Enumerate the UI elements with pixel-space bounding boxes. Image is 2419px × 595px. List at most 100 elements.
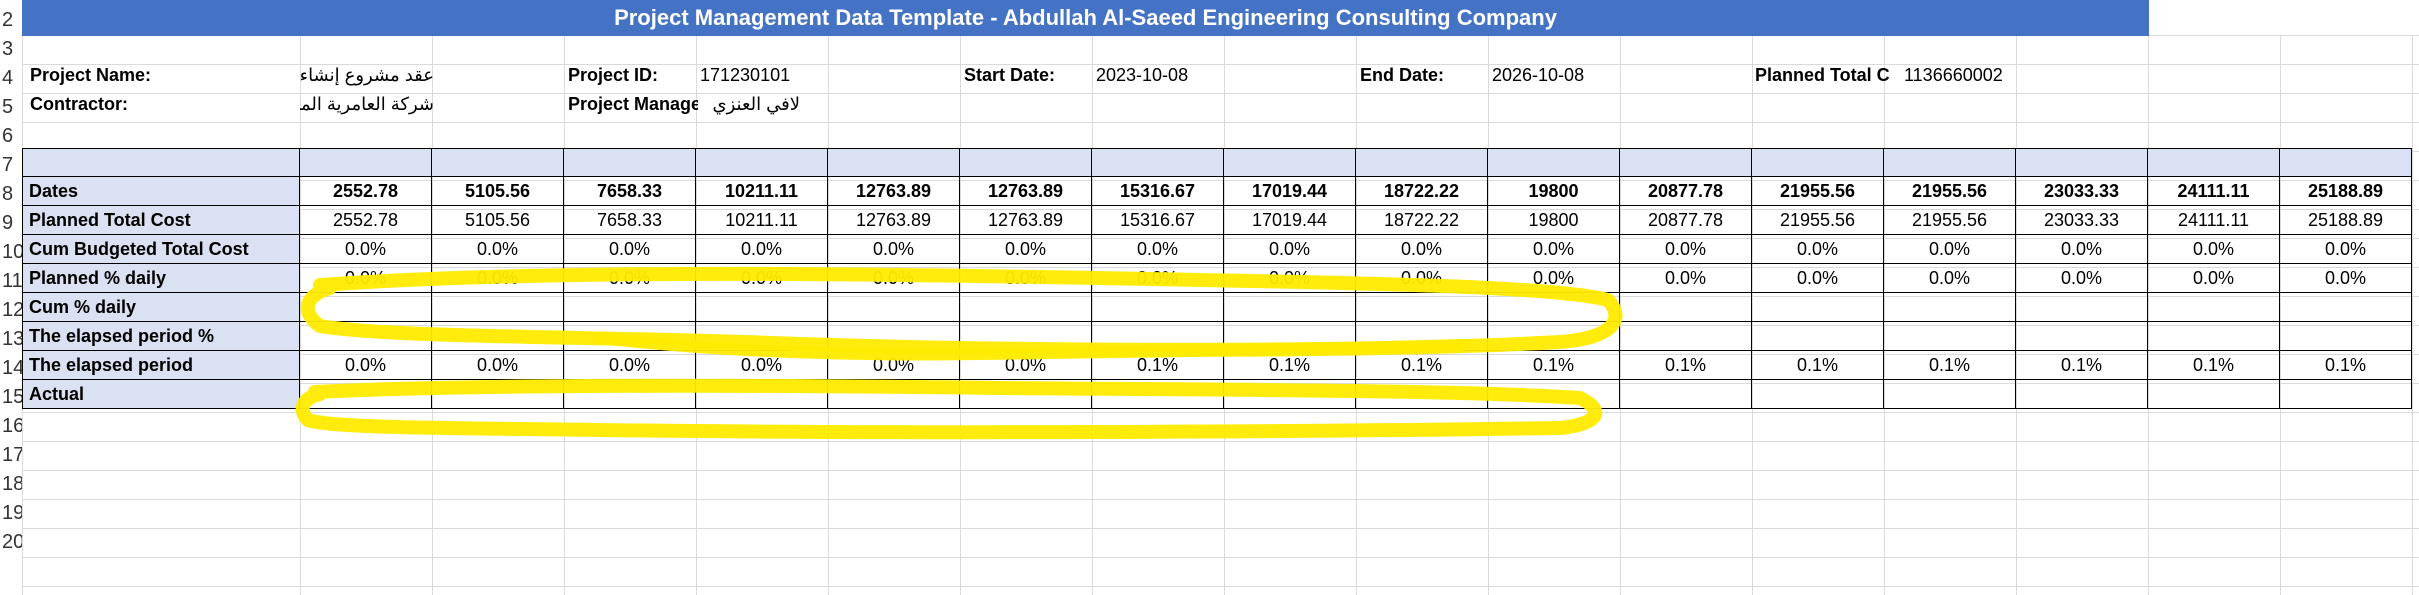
table-cell[interactable]	[1884, 148, 2016, 177]
table-cell[interactable]: 0.0%	[564, 351, 696, 380]
table-cell[interactable]	[1356, 380, 1488, 409]
row-number[interactable]: 16	[2, 415, 22, 437]
table-cell[interactable]: 7658.33	[564, 206, 696, 235]
table-cell[interactable]: 23033.33	[2016, 177, 2148, 206]
table-cell[interactable]: 0.0%	[828, 235, 960, 264]
start-date-label[interactable]: Start Date:	[964, 65, 1056, 85]
table-cell[interactable]: 0.0%	[1356, 264, 1488, 293]
table-cell[interactable]: 19800	[1488, 206, 1620, 235]
table-cell[interactable]: 0.1%	[2016, 351, 2148, 380]
table-cell[interactable]: 0.0%	[1884, 235, 2016, 264]
table-cell[interactable]: 0.1%	[2280, 351, 2412, 380]
end-date-value[interactable]: 2026-10-08	[1492, 65, 1585, 85]
table-cell[interactable]	[300, 380, 432, 409]
table-cell[interactable]: 12763.89	[960, 206, 1092, 235]
row-number[interactable]: 5	[2, 96, 14, 118]
table-cell[interactable]: 0.0%	[1356, 235, 1488, 264]
table-cell[interactable]	[1092, 322, 1224, 351]
table-cell[interactable]	[564, 148, 696, 177]
row-number[interactable]: 2	[2, 9, 14, 31]
table-cell[interactable]	[1092, 148, 1224, 177]
table-cell[interactable]	[2148, 293, 2280, 322]
table-cell[interactable]: 0.0%	[1752, 264, 1884, 293]
table-cell[interactable]: 0.1%	[1752, 351, 1884, 380]
table-cell[interactable]: 12763.89	[828, 206, 960, 235]
table-cell[interactable]: 0.0%	[2280, 235, 2412, 264]
table-cell[interactable]	[2016, 380, 2148, 409]
table-cell[interactable]	[1884, 322, 2016, 351]
row-number[interactable]: 17	[2, 444, 22, 466]
row-label-cell[interactable]: Cum % daily	[22, 293, 300, 322]
table-cell[interactable]: 0.0%	[696, 264, 828, 293]
table-cell[interactable]: 0.0%	[1092, 235, 1224, 264]
table-cell[interactable]: 0.0%	[1884, 264, 2016, 293]
contractor-label[interactable]: Contractor:	[30, 94, 128, 114]
table-cell[interactable]: 0.0%	[300, 351, 432, 380]
table-cell[interactable]	[1224, 293, 1356, 322]
table-cell[interactable]: 17019.44	[1224, 206, 1356, 235]
table-cell[interactable]: 12763.89	[828, 177, 960, 206]
table-cell[interactable]	[432, 322, 564, 351]
table-cell[interactable]: 0.0%	[2148, 264, 2280, 293]
table-cell[interactable]: 0.0%	[432, 264, 564, 293]
table-cell[interactable]	[2280, 322, 2412, 351]
table-cell[interactable]: 5105.56	[432, 206, 564, 235]
table-cell[interactable]	[1488, 148, 1620, 177]
table-cell[interactable]: 0.0%	[960, 235, 1092, 264]
row-number[interactable]: 11	[2, 270, 22, 292]
row-label-cell[interactable]: Planned Total Cost	[22, 206, 300, 235]
table-cell[interactable]	[2280, 148, 2412, 177]
table-cell[interactable]: 21955.56	[1884, 206, 2016, 235]
table-cell[interactable]: 25188.89	[2280, 206, 2412, 235]
table-cell[interactable]	[1620, 380, 1752, 409]
table-cell[interactable]	[1356, 148, 1488, 177]
table-cell[interactable]	[1224, 148, 1356, 177]
table-cell[interactable]: 0.1%	[1488, 351, 1620, 380]
row-number[interactable]: 19	[2, 502, 22, 524]
table-cell[interactable]	[2280, 293, 2412, 322]
table-cell[interactable]	[696, 322, 828, 351]
table-cell[interactable]: 0.0%	[960, 264, 1092, 293]
row-label-cell[interactable]: The elapsed period %	[22, 322, 300, 351]
table-cell[interactable]: 0.0%	[300, 264, 432, 293]
project-id-label[interactable]: Project ID:	[568, 65, 659, 85]
row-label-cell[interactable]: Actual	[22, 380, 300, 409]
table-cell[interactable]	[696, 293, 828, 322]
table-cell[interactable]: 0.1%	[1092, 351, 1224, 380]
table-cell[interactable]	[1752, 293, 1884, 322]
table-cell[interactable]	[564, 322, 696, 351]
table-cell[interactable]	[1884, 380, 2016, 409]
table-cell[interactable]: 0.0%	[1620, 235, 1752, 264]
table-cell[interactable]: 15316.67	[1092, 177, 1224, 206]
table-cell[interactable]: 0.0%	[1620, 264, 1752, 293]
table-cell[interactable]: 0.0%	[1224, 264, 1356, 293]
table-cell[interactable]	[1488, 380, 1620, 409]
table-cell[interactable]	[960, 322, 1092, 351]
table-cell[interactable]	[2148, 380, 2280, 409]
table-cell[interactable]: 17019.44	[1224, 177, 1356, 206]
row-number[interactable]: 20	[2, 531, 22, 553]
table-cell[interactable]: 7658.33	[564, 177, 696, 206]
table-cell[interactable]: 2552.78	[300, 206, 432, 235]
table-cell[interactable]: 0.1%	[1620, 351, 1752, 380]
table-cell[interactable]	[696, 148, 828, 177]
project-name-label[interactable]: Project Name:	[30, 65, 152, 85]
row-number[interactable]: 4	[2, 67, 14, 89]
table-cell[interactable]	[2016, 148, 2148, 177]
table-cell[interactable]	[432, 380, 564, 409]
table-cell[interactable]	[564, 293, 696, 322]
table-cell[interactable]: 24111.11	[2148, 177, 2280, 206]
table-cell[interactable]: 0.0%	[2280, 264, 2412, 293]
table-cell[interactable]	[696, 380, 828, 409]
table-cell[interactable]: 0.0%	[1092, 264, 1224, 293]
project-name-value[interactable]: عقد مشروع إنشاء	[300, 65, 434, 85]
table-cell[interactable]	[828, 380, 960, 409]
table-cell[interactable]: 19800	[1488, 177, 1620, 206]
contractor-value[interactable]: شركة العامرية المت	[300, 94, 434, 114]
table-cell[interactable]	[1488, 293, 1620, 322]
planned-total-cost-label[interactable]: Planned Total C	[1755, 65, 1890, 85]
table-cell[interactable]	[2016, 293, 2148, 322]
project-manager-label[interactable]: Project Manage	[568, 94, 698, 114]
row-number[interactable]: 7	[2, 154, 14, 176]
table-cell[interactable]	[828, 148, 960, 177]
